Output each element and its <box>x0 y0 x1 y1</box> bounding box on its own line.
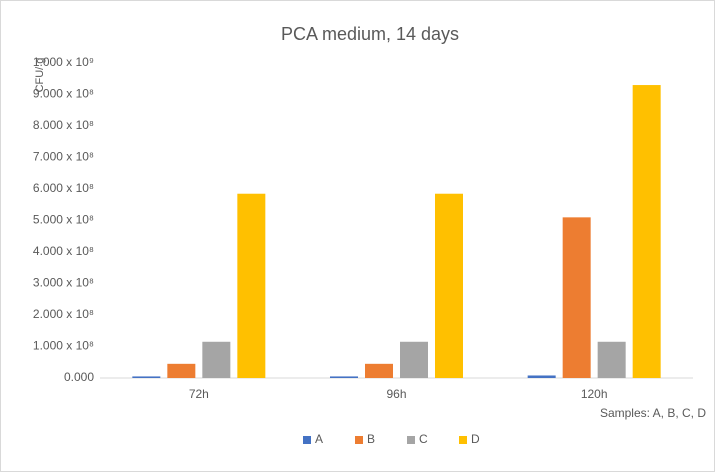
legend-label: A <box>315 432 323 446</box>
x-tick-label: 96h <box>386 387 406 401</box>
legend-swatch <box>407 436 415 444</box>
bar <box>632 85 661 379</box>
bar <box>365 363 393 378</box>
x-tick-label: 120h <box>581 387 608 401</box>
x-tick-label: 72h <box>189 387 209 401</box>
legend-swatch <box>303 436 311 444</box>
y-tick-label: 1.000 x 10⁸ <box>33 339 94 353</box>
y-tick-label: 2.000 x 10⁸ <box>33 307 94 321</box>
legend-swatch <box>355 436 363 444</box>
bar <box>562 217 591 378</box>
legend-label: C <box>419 432 428 446</box>
legend-label: D <box>471 432 480 446</box>
bar <box>132 376 161 378</box>
y-tick-label: 3.000 x 10⁸ <box>33 276 94 290</box>
bar <box>167 363 196 378</box>
bar <box>597 341 626 378</box>
y-tick-label: 0.000 <box>64 370 94 384</box>
y-tick-label: 6.000 x 10⁸ <box>33 181 94 195</box>
legend-label: B <box>367 432 375 446</box>
y-tick-label: 8.000 x 10⁸ <box>33 118 94 132</box>
bar <box>330 376 358 378</box>
y-tick-label: 7.000 x 10⁸ <box>33 150 94 164</box>
y-tick-label: 4.000 x 10⁸ <box>33 244 94 258</box>
y-tick-label: 5.000 x 10⁸ <box>33 213 94 227</box>
legend-swatch <box>459 436 467 444</box>
y-axis-title: CFU/ g <box>34 58 46 93</box>
bar <box>400 341 428 378</box>
bar <box>237 193 266 378</box>
bar <box>202 341 231 378</box>
chart-title: PCA medium, 14 days <box>281 24 459 44</box>
x-axis-title: Samples: A, B, C, D <box>600 406 706 420</box>
y-tick-label: 9.000 x 10⁸ <box>33 87 94 101</box>
bar <box>435 193 463 378</box>
y-tick-label: 1.000 x 10⁹ <box>33 55 94 69</box>
bar <box>527 375 556 378</box>
